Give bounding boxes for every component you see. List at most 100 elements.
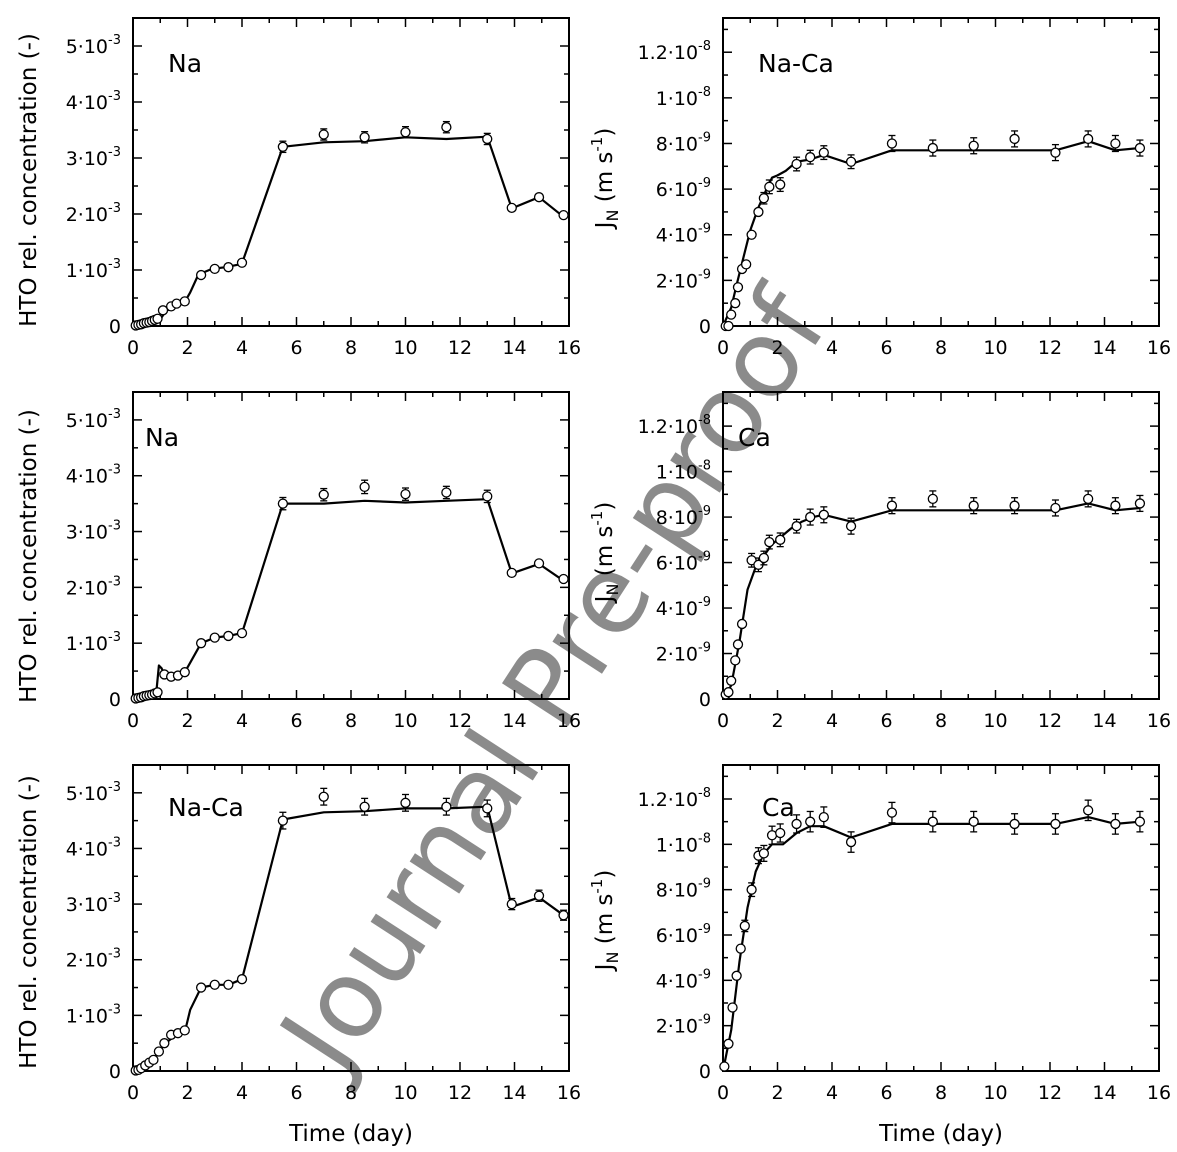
y-tick-mantissa: 1·10 xyxy=(66,260,108,282)
y-tick-label: 0 xyxy=(109,689,121,711)
data-marker xyxy=(758,552,770,564)
x-tick-label: 8 xyxy=(345,1082,357,1104)
data-point xyxy=(1083,490,1094,508)
data-point xyxy=(1009,813,1020,835)
data-marker xyxy=(753,206,764,218)
data-point xyxy=(968,137,979,155)
right-ylabel-unit: (m s xyxy=(592,894,618,952)
data-point xyxy=(746,229,757,240)
x-tick-label: 2 xyxy=(771,710,783,732)
x-tick-label: 14 xyxy=(502,1082,526,1104)
data-point xyxy=(400,125,411,139)
data-point xyxy=(359,131,370,144)
data-marker xyxy=(1083,133,1094,145)
y-tick-label: 4·10-9 xyxy=(656,222,711,247)
y-tick-mantissa: 0 xyxy=(699,316,711,338)
y-tick-label: 6·10-9 xyxy=(656,922,711,947)
right-ylabel-exp: -1 xyxy=(588,511,606,526)
data-marker xyxy=(318,489,329,500)
data-point xyxy=(1009,497,1020,515)
x-tick-label: 4 xyxy=(826,1082,838,1104)
data-marker xyxy=(277,815,289,826)
data-marker xyxy=(159,1038,170,1049)
data-point xyxy=(746,882,757,898)
x-tick-label: 14 xyxy=(1092,337,1116,359)
y-tick-exponent: -3 xyxy=(108,835,121,850)
data-point xyxy=(727,1002,738,1013)
data-marker xyxy=(209,979,220,990)
x-tick-label: 8 xyxy=(345,710,357,732)
data-marker xyxy=(723,1038,734,1049)
y-tick-mantissa: 0 xyxy=(699,689,711,711)
data-point xyxy=(506,202,517,213)
xlabel-right: Time (day) xyxy=(878,1121,1003,1147)
y-tick-mantissa: 5·10 xyxy=(66,410,108,432)
y-tick-mantissa: 6·10 xyxy=(656,179,698,201)
y-tick-label: 2·10-9 xyxy=(656,641,711,666)
data-marker xyxy=(845,836,857,848)
data-point xyxy=(732,282,744,293)
y-tick-exponent: -3 xyxy=(108,407,121,422)
y-tick-mantissa: 4·10 xyxy=(66,466,108,488)
y-tick-mantissa: 8·10 xyxy=(656,880,698,902)
data-point xyxy=(1050,813,1061,835)
panel-label: Na-Ca xyxy=(758,49,834,78)
data-marker xyxy=(805,152,816,163)
data-marker xyxy=(148,1054,159,1066)
y-tick-mantissa: 5·10 xyxy=(66,783,108,805)
x-tick-label: 8 xyxy=(345,337,357,359)
y-tick-label: 4·10-9 xyxy=(656,967,711,992)
x-tick-label: 10 xyxy=(983,337,1007,359)
y-tick-exponent: -9 xyxy=(698,967,711,982)
y-tick-exponent: -9 xyxy=(698,641,711,656)
data-marker xyxy=(236,627,248,639)
right-ylabel-row2: JN (m s-1) xyxy=(588,502,622,605)
y-tick-label: 5·10-3 xyxy=(66,33,121,58)
data-point xyxy=(735,943,746,954)
x-tick-label: 6 xyxy=(290,1082,302,1104)
y-tick-exponent: -8 xyxy=(698,786,711,801)
y-tick-mantissa: 3·10 xyxy=(66,148,108,170)
data-point xyxy=(209,979,220,990)
y-tick-mantissa: 0 xyxy=(109,316,121,338)
data-marker xyxy=(533,890,545,901)
y-tick-label: 0 xyxy=(109,316,121,338)
x-tick-label: 2 xyxy=(771,337,783,359)
data-point xyxy=(195,638,207,649)
data-point xyxy=(736,618,748,630)
y-tick-mantissa: 4·10 xyxy=(656,225,698,247)
data-marker xyxy=(1050,502,1061,514)
x-tick-label: 6 xyxy=(880,1082,892,1104)
x-tick-label: 12 xyxy=(1038,710,1062,732)
data-point xyxy=(723,320,734,332)
y-tick-exponent: -9 xyxy=(698,877,711,892)
data-marker xyxy=(482,491,493,502)
data-marker xyxy=(818,147,829,158)
data-point xyxy=(179,296,190,307)
x-tick-label: 12 xyxy=(448,337,472,359)
y-tick-mantissa: 1.2·10 xyxy=(638,789,698,811)
x-tick-label: 12 xyxy=(448,710,472,732)
y-tick-mantissa: 0 xyxy=(109,1061,121,1083)
y-tick-label: 0 xyxy=(109,1061,121,1083)
data-point xyxy=(533,889,545,902)
data-marker xyxy=(968,816,979,827)
data-marker xyxy=(558,209,569,221)
data-marker xyxy=(732,282,744,293)
data-marker xyxy=(723,320,734,332)
data-point xyxy=(1050,143,1061,162)
data-point xyxy=(845,831,857,853)
y-tick-mantissa: 2·10 xyxy=(66,204,108,226)
data-point xyxy=(805,149,816,165)
data-point xyxy=(223,979,234,990)
right-ylabel-text: JN (m s-1) xyxy=(588,128,622,231)
y-tick-exponent: -3 xyxy=(108,574,121,589)
x-tick-label: 6 xyxy=(880,337,892,359)
x-tick-label: 10 xyxy=(983,710,1007,732)
x-tick-label: 8 xyxy=(935,710,947,732)
data-point xyxy=(153,1046,165,1057)
right-ylabel-text: JN (m s-1) xyxy=(588,870,622,973)
data-point xyxy=(506,897,517,911)
y-tick-label: 3·10-3 xyxy=(66,145,121,170)
y-tick-mantissa: 2·10 xyxy=(656,644,698,666)
